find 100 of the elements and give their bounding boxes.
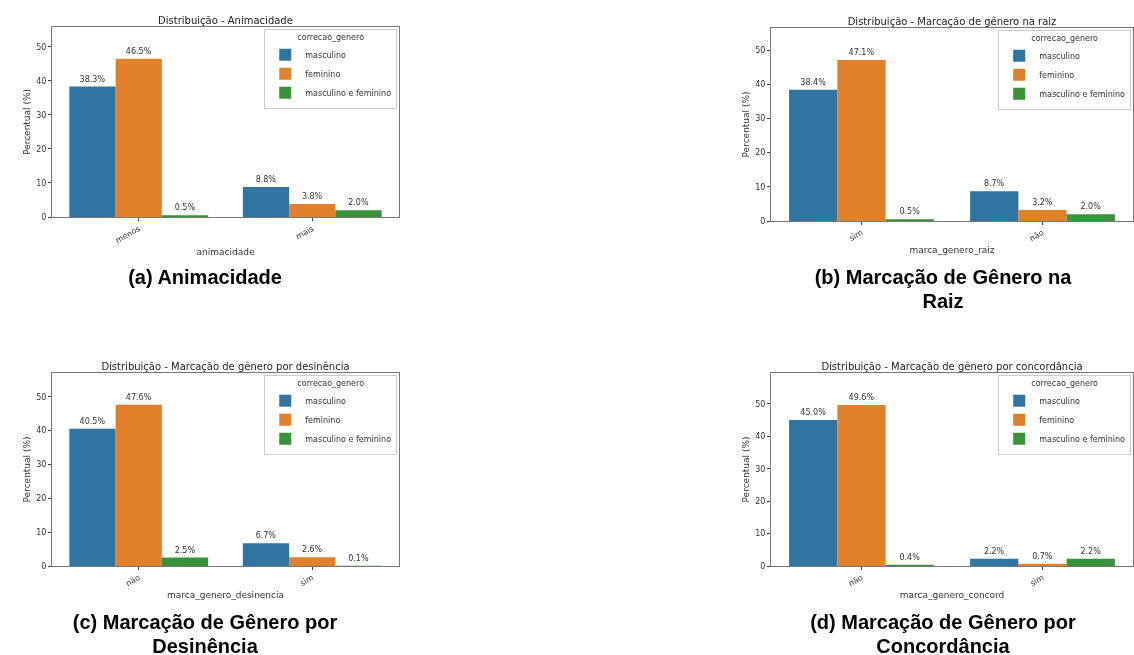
y-tick-label: 0 — [41, 212, 47, 222]
data-label: 38.4% — [800, 77, 827, 87]
y-tick-label: 10 — [755, 182, 766, 192]
data-label: 2.0% — [1080, 202, 1102, 212]
legend-label: masculino — [1039, 396, 1081, 406]
bar — [970, 191, 1019, 221]
data-label: 2.2% — [1080, 546, 1102, 556]
legend-label: feminino — [305, 415, 341, 425]
x-tick-label: não — [1028, 227, 1046, 244]
x-tick-label: sim — [1028, 572, 1046, 588]
data-label: 2.5% — [174, 545, 196, 555]
data-label: 47.1% — [848, 48, 875, 58]
y-tick-label: 0 — [760, 561, 766, 571]
data-label: 38.3% — [79, 74, 106, 84]
bar — [161, 557, 209, 566]
legend-title: correcao_genero — [297, 33, 365, 43]
bar — [115, 58, 162, 217]
data-label: 45.0% — [800, 408, 827, 418]
bar — [1018, 210, 1067, 221]
y-axis-title: Percentual (%) — [21, 436, 32, 503]
x-tick-label: sim — [298, 572, 316, 588]
data-label: 47.6% — [125, 392, 152, 402]
x-axis-title: marca_genero_desinencia — [166, 590, 285, 601]
y-tick-label: 20 — [755, 148, 766, 158]
data-label: 8.8% — [255, 175, 277, 185]
legend-label: masculino — [305, 50, 347, 60]
data-label: 3.2% — [1032, 198, 1053, 208]
text: (a) Animacidade — [127, 265, 283, 289]
y-tick-label: 20 — [755, 496, 766, 506]
legend-title: correcao_genero — [1031, 379, 1099, 389]
data-label: 8.7% — [983, 179, 1005, 189]
data-label: 0.7% — [1032, 551, 1053, 561]
y-tick-label: 40 — [755, 432, 766, 442]
y-tick-label: 40 — [36, 426, 47, 436]
text: (c) Marcação de Gênero por Desinência — [71, 610, 339, 655]
x-tick-label: sim — [847, 227, 865, 243]
y-tick-label: 10 — [36, 178, 47, 188]
y-tick-label: 30 — [755, 464, 766, 474]
x-tick-label: não — [124, 572, 142, 589]
y-tick-label: 10 — [36, 527, 47, 537]
legend-title: correcao_genero — [1031, 34, 1099, 44]
data-label: 40.5% — [79, 416, 106, 426]
legend-label: masculino e feminino — [1039, 434, 1126, 444]
legend-label: masculino — [305, 396, 347, 406]
legend-title: correcao_genero — [297, 379, 365, 389]
data-label: 0.5% — [899, 207, 921, 217]
y-tick-label: 50 — [755, 46, 766, 55]
y-tick-label: 50 — [36, 42, 47, 52]
chart-title: Distribuição - Marcação de gênero por concordância — [821, 360, 1083, 372]
x-axis-title: marca_genero_concord — [899, 590, 1005, 601]
data-label: 0.5% — [174, 203, 196, 213]
bar — [115, 404, 162, 566]
y-tick-label: 40 — [755, 80, 766, 90]
y-tick-label: 40 — [36, 76, 47, 86]
y-tick-label: 50 — [36, 392, 47, 402]
bar — [289, 557, 336, 566]
bar — [242, 543, 290, 566]
y-tick-label: 10 — [755, 529, 766, 539]
legend-label: masculino e feminino — [1039, 89, 1126, 99]
y-axis-title: Percentual (%) — [21, 88, 32, 156]
y-tick-label: 50 — [755, 399, 766, 409]
legend-label: masculino e feminino — [305, 88, 392, 98]
chart-title: Distribuição - Marcação de gênero na raiz — [847, 15, 1057, 27]
legend-label: feminino — [1039, 70, 1075, 80]
x-tick-label: mais — [294, 224, 316, 242]
bar — [837, 60, 886, 221]
legend-label: feminino — [305, 69, 341, 79]
bar — [789, 89, 838, 221]
chart-title: Distribuição - Marcação de gênero por desinência — [101, 360, 350, 372]
y-tick-label: 0 — [41, 561, 47, 571]
legend-label: feminino — [1039, 415, 1075, 425]
bar — [1066, 214, 1115, 221]
bar — [789, 420, 838, 566]
data-label: 46.5% — [125, 46, 152, 56]
y-tick-label: 20 — [36, 144, 47, 154]
bar — [970, 558, 1019, 566]
y-axis-title: Percentual (%) — [740, 91, 751, 158]
bar — [69, 86, 116, 217]
y-tick-label: 20 — [36, 494, 47, 504]
x-tick-label: não — [847, 572, 865, 589]
data-label: 6.7% — [255, 531, 277, 541]
bar — [837, 405, 886, 566]
bar — [69, 428, 116, 566]
bar — [1066, 558, 1115, 566]
data-label: 49.6% — [848, 393, 875, 403]
data-label: 2.2% — [983, 546, 1005, 556]
text: (d) Marcação de Gênero por Concordância — [809, 610, 1077, 655]
y-tick-label: 0 — [760, 216, 766, 226]
data-label: 0.1% — [348, 553, 369, 563]
legend-label: masculino e feminino — [305, 434, 392, 444]
y-axis-title: Percentual (%) — [740, 436, 751, 503]
data-label: 3.8% — [301, 192, 323, 202]
y-tick-label: 30 — [755, 114, 766, 124]
bar — [335, 210, 382, 217]
bar — [289, 204, 336, 217]
x-axis-title: marca_genero_raiz — [909, 245, 995, 256]
data-label: 2.6% — [301, 545, 323, 555]
bar — [242, 187, 290, 217]
legend-label: masculino — [1039, 51, 1081, 61]
data-label: 0.4% — [899, 552, 921, 562]
